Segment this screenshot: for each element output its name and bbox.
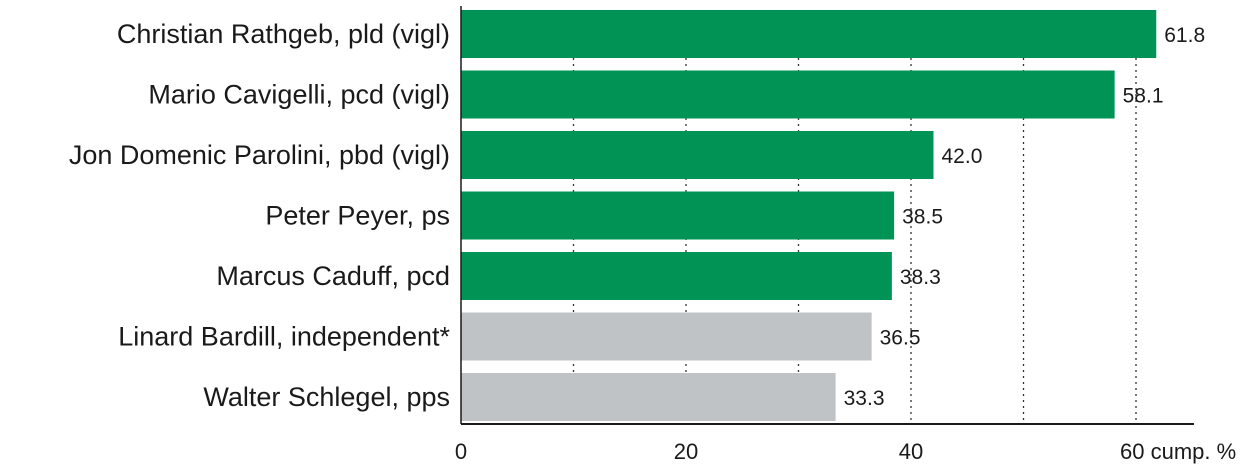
value-label: 38.3 <box>900 266 941 289</box>
x-tick-label: 20 <box>674 439 698 464</box>
x-axis: 0 20 40 60 cump. % <box>455 6 1236 464</box>
x-tick-label: 0 <box>455 439 467 464</box>
bar-5 <box>461 252 892 300</box>
bar-2 <box>461 70 1115 119</box>
value-label: 38.5 <box>902 206 943 229</box>
value-label: 42.0 <box>942 145 983 168</box>
x-tick-label: 60 cump. % <box>1120 439 1236 464</box>
bars <box>461 10 1157 421</box>
bar-1 <box>461 10 1157 58</box>
bar-7 <box>461 373 836 421</box>
bar-4 <box>461 191 895 240</box>
value-labels: 61.8 58.1 42.0 38.5 38.3 36.5 33.3 <box>844 24 1206 410</box>
bar-3 <box>461 131 934 179</box>
category-labels: Christian Rathgeb, pld (vigl) Mario Cavig… <box>69 19 451 412</box>
value-label: 33.3 <box>844 387 885 410</box>
value-label: 36.5 <box>880 327 921 350</box>
bar-6 <box>461 312 872 361</box>
category-label: Peter Peyer, ps <box>265 201 450 231</box>
category-label: Linard Bardill, independent* <box>118 322 450 352</box>
category-label: Christian Rathgeb, pld (vigl) <box>117 19 450 49</box>
x-tick-label: 40 <box>899 439 923 464</box>
category-label: Mario Cavigelli, pcd (vigl) <box>148 80 450 110</box>
value-label: 58.1 <box>1123 85 1164 108</box>
category-label: Marcus Caduff, pcd <box>216 261 450 291</box>
value-label: 61.8 <box>1164 24 1205 47</box>
category-label: Jon Domenic Parolini, pbd (vigl) <box>69 140 450 170</box>
category-label: Walter Schlegel, pps <box>203 382 450 412</box>
